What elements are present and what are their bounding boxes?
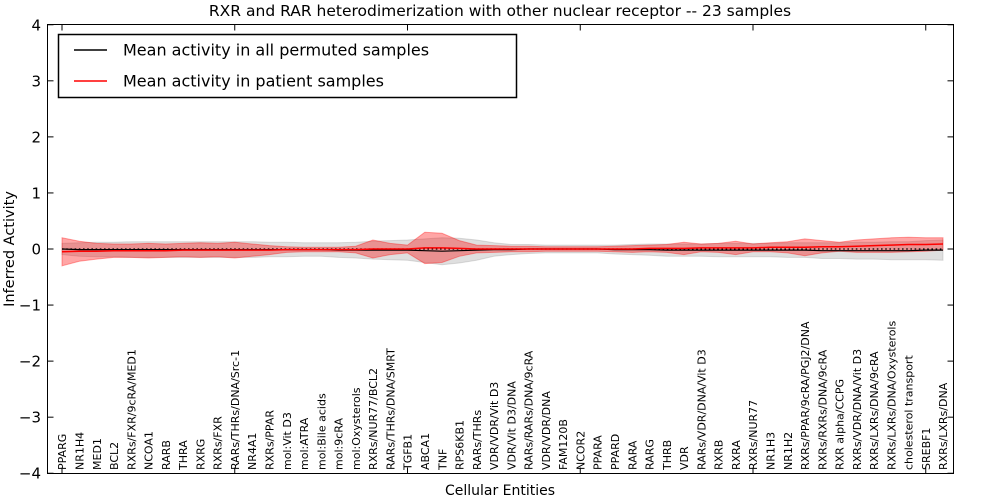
x-category-label: PPARA	[592, 435, 605, 470]
legend-label-patient: Mean activity in patient samples	[123, 72, 384, 91]
x-category-label: RARs/THRs	[471, 410, 484, 470]
x-category-label: mol:ATRA	[298, 417, 311, 470]
x-category-label: RXRs/NUR77	[747, 400, 760, 470]
x-category-label: RXR alpha/CCPG	[834, 379, 847, 470]
x-category-label: RARG	[644, 439, 657, 470]
patient-mean-line	[61, 243, 944, 253]
x-category-label: cholesterol transport	[903, 355, 916, 470]
x-category-label: RXRs/FXR/9cRA/MED1	[125, 349, 138, 470]
x-category-label: RXRB	[713, 440, 726, 470]
legend-box	[57, 33, 518, 99]
y-tick-label: −2	[19, 353, 41, 371]
x-category-label: NR1H3	[764, 432, 777, 470]
x-category-label: PPARD	[609, 434, 622, 470]
y-tick-label: −4	[19, 465, 41, 483]
mean-lines	[61, 243, 944, 253]
legend-label-permuted: Mean activity in all permuted samples	[123, 41, 429, 60]
x-category-label: VDR/Vit D3/DNA	[505, 381, 518, 470]
x-category-label: mol:9cRA	[333, 418, 346, 470]
x-category-label: RXRs/PPAR/9cRA/PGJ2/DNA	[799, 321, 812, 470]
x-category-label: MED1	[91, 438, 104, 470]
x-category-label: SREBF1	[920, 428, 933, 470]
x-category-label: BCL2	[108, 442, 121, 470]
chart-title: RXR and RAR heterodimerization with othe…	[209, 2, 791, 20]
x-category-label: THRB	[661, 440, 674, 471]
x-category-label: mol:Oxysterols	[350, 387, 363, 470]
permuted-std-band	[61, 237, 944, 266]
x-category-label: RXRG	[194, 439, 207, 470]
x-category-label: NR4A1	[246, 433, 259, 470]
y-tick-label: −1	[19, 297, 41, 315]
y-tick-label: 2	[31, 128, 41, 146]
x-category-label: RXRs/LXRs/DNA/Oxysterols	[885, 321, 898, 470]
x-category-label: THRA	[177, 440, 190, 471]
x-category-label: ABCA1	[419, 433, 432, 470]
x-category-label: VDR/VDR/Vit D3	[488, 382, 501, 470]
y-tick-labels: −4 −3 −2 −1 0 1 2 3 4	[19, 16, 41, 482]
x-category-label: RARs/VDR/DNA/Vit D3	[695, 349, 708, 470]
x-category-label: TGFB1	[402, 434, 415, 471]
x-category-label: FAM120B	[557, 419, 570, 470]
y-tick-label: 0	[31, 241, 41, 259]
x-category-label: RARA	[626, 440, 639, 470]
x-category-label: RXRs/LXRs/DNA/9cRA	[868, 351, 881, 470]
x-category-label: RPS6KB1	[454, 420, 467, 470]
y-axis-label: Inferred Activity	[2, 191, 18, 307]
x-category-label: NCOR2	[574, 431, 587, 470]
x-category-labels: PPARG NR1H4 MED1 BCL2 RXRs/FXR/9cRA/MED1 NCOA…	[56, 321, 950, 471]
x-category-label: VDR	[678, 446, 691, 470]
x-category-label: NR1H2	[782, 432, 795, 470]
x-category-label: RARB	[160, 440, 173, 470]
x-category-label: VDR/VDR/DNA	[540, 391, 553, 470]
x-category-label: RARs/THRs/DNA/Src-1	[229, 350, 242, 470]
plot-frame	[47, 24, 954, 474]
x-category-label: mol:Bile acids	[315, 393, 328, 470]
y-tick-label: 1	[31, 184, 41, 202]
x-category-label: PPARG	[56, 434, 69, 470]
x-category-label: TNF	[436, 449, 449, 471]
x-category-label: mol:Vit D3	[281, 412, 294, 470]
x-category-label: NR1H4	[73, 432, 86, 470]
y-tick-label: 3	[31, 72, 41, 90]
x-category-label: RXRs/FXR	[212, 416, 225, 470]
x-category-label: RXRA	[730, 440, 743, 470]
x-category-label: RXRs/NUR77/BCL2	[367, 368, 380, 470]
x-category-label: RXRs/VDR/DNA/Vit D3	[851, 349, 864, 470]
legend: Mean activity in all permuted samples Me…	[57, 33, 518, 99]
y-tick-label: 4	[31, 16, 41, 34]
y-tick-label: −3	[19, 409, 41, 427]
x-axis-label: Cellular Entities	[445, 483, 555, 499]
x-category-label: RARs/THRs/DNA/SMRT	[384, 348, 397, 470]
x-category-label: RXRs/LXRs/DNA	[937, 382, 950, 470]
x-category-label: RXRs/PPAR	[264, 410, 277, 470]
x-category-label: RARs/RARs/DNA/9cRA	[523, 350, 536, 470]
x-category-label: NCOA1	[143, 431, 156, 470]
x-category-label: RXRs/RXRs/DNA/9cRA	[816, 349, 829, 470]
